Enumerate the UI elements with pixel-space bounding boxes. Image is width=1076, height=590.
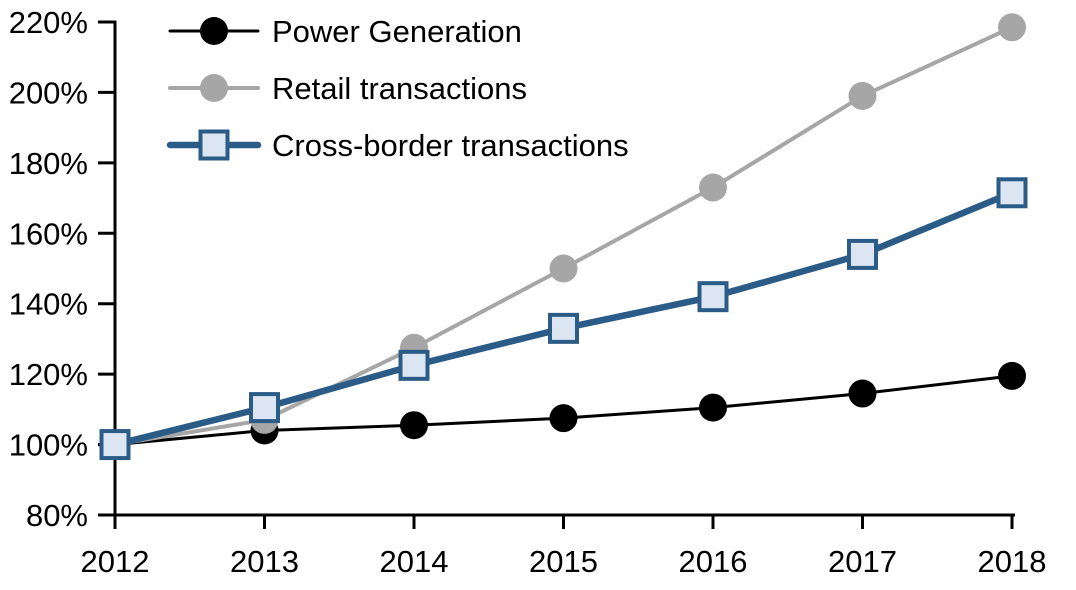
y-axis-label: 140% bbox=[9, 287, 88, 322]
legend-marker-power-generation bbox=[200, 17, 228, 45]
y-axis-label: 100% bbox=[9, 428, 88, 463]
x-axis-label: 2012 bbox=[81, 544, 150, 579]
x-axis-label: 2013 bbox=[230, 544, 299, 579]
x-axis-label: 2016 bbox=[679, 544, 748, 579]
marker-retail-transactions-2017 bbox=[848, 81, 877, 110]
marker-cross-border-transactions-2013 bbox=[249, 392, 280, 424]
y-axis-label: 80% bbox=[26, 498, 88, 533]
marker-power-generation-2016 bbox=[699, 393, 727, 422]
marker-cross-border-transactions-2014 bbox=[398, 349, 430, 381]
marker-cross-border-transactions-2017 bbox=[847, 238, 878, 270]
x-axis-label: 2018 bbox=[978, 544, 1047, 579]
marker-retail-transactions-2015 bbox=[549, 254, 578, 283]
marker-power-generation-2015 bbox=[549, 404, 578, 433]
x-axis-label: 2015 bbox=[529, 544, 598, 579]
y-axis-label: 220% bbox=[9, 5, 88, 40]
marker-retail-transactions-2016 bbox=[699, 173, 727, 202]
marker-retail-transactions-2018 bbox=[998, 13, 1026, 42]
x-axis-label: 2017 bbox=[828, 544, 897, 579]
marker-cross-border-transactions-2015 bbox=[548, 312, 579, 344]
marker-power-generation-2017 bbox=[848, 379, 877, 408]
y-axis-label: 180% bbox=[9, 146, 88, 181]
marker-cross-border-transactions-2018 bbox=[996, 177, 1028, 209]
y-axis-label: 200% bbox=[9, 75, 88, 110]
y-axis-label: 120% bbox=[9, 357, 88, 392]
marker-power-generation-2018 bbox=[998, 361, 1026, 390]
marker-cross-border-transactions-2016 bbox=[697, 281, 729, 313]
legend-marker-retail-transactions bbox=[200, 74, 228, 102]
y-axis-label: 160% bbox=[9, 216, 88, 251]
legend-label-retail-transactions: Retail transactions bbox=[272, 71, 527, 106]
legend-label-cross-border-transactions: Cross-border transactions bbox=[272, 128, 629, 163]
marker-power-generation-2014 bbox=[400, 411, 428, 440]
legend-label-power-generation: Power Generation bbox=[272, 14, 522, 49]
x-axis-label: 2014 bbox=[380, 544, 449, 579]
marker-cross-border-transactions-2012 bbox=[99, 429, 131, 461]
legend-marker-cross-border-transactions bbox=[198, 129, 230, 161]
